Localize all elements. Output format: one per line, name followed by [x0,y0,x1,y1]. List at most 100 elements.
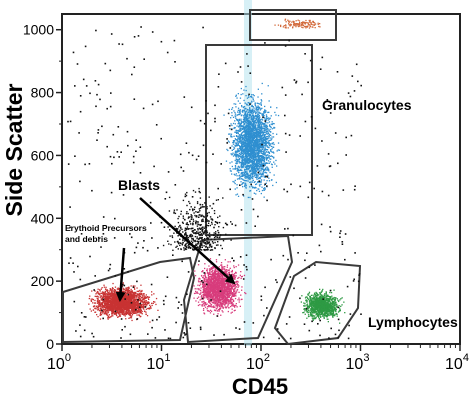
data-point [239,130,241,132]
data-point [137,290,140,293]
data-point [101,312,103,314]
data-point [107,316,110,318]
data-point [211,289,213,292]
data-point [223,299,225,301]
data-point [151,294,153,296]
data-point [214,277,217,279]
data-point [208,276,210,278]
data-point [220,279,222,281]
data-point [228,272,230,274]
data-point [139,309,141,312]
data-point [125,287,127,289]
data-point [101,287,103,289]
data-point [262,140,265,142]
data-point [113,301,115,303]
data-point [206,282,208,284]
data-point [117,302,119,304]
data-point [207,281,210,283]
data-point [202,270,204,272]
data-point [272,132,274,135]
data-point [222,303,224,305]
data-point [212,284,215,286]
data-point [215,288,217,290]
data-point [116,310,118,312]
data-point [226,294,228,296]
data-point [211,296,213,298]
data-point [217,313,219,315]
data-point [212,279,214,281]
data-point [122,302,125,304]
data-point [252,186,254,188]
data-point [217,298,219,300]
data-point [213,279,216,281]
data-point [243,113,246,115]
data-point [122,287,124,289]
data-point [137,310,139,312]
data-point [267,85,269,87]
data-point [199,278,201,280]
data-point [137,304,139,306]
data-point [88,303,90,305]
data-point [236,187,238,189]
data-point [250,94,253,96]
data-point [224,304,226,306]
data-point [212,282,214,285]
data-point [268,135,270,137]
data-point [209,296,211,298]
data-point [137,302,139,305]
data-point [205,294,207,296]
data-point [125,301,127,303]
data-point [217,273,219,275]
data-point [125,302,128,304]
data-point [199,299,201,301]
data-point [111,313,113,315]
data-point [217,279,219,281]
data-point [239,305,241,307]
data-point [139,315,141,317]
data-point [243,126,246,128]
data-point [241,286,243,288]
data-point [146,304,148,306]
data-point [234,297,237,300]
data-point [145,311,147,313]
data-point [203,300,205,302]
data-point [232,303,234,305]
data-point [140,309,143,311]
data-point [233,283,236,285]
data-point [94,302,97,304]
data-point [134,299,136,301]
data-point [101,304,103,306]
data-point [208,279,211,281]
gates-layer [62,9,362,346]
data-point [256,115,259,117]
data-point [221,296,223,298]
data-point [248,119,250,121]
data-point [127,295,129,297]
data-point [112,307,114,309]
data-point [241,134,243,137]
data-point [229,299,231,302]
data-point [110,307,112,309]
data-point [101,306,103,308]
data-point [234,278,236,280]
data-point [142,307,144,310]
data-point [256,128,258,130]
data-point [224,303,227,305]
data-point [130,298,132,301]
data-point [200,291,202,293]
data-point [200,298,202,300]
data-point [250,174,252,176]
data-point [220,262,223,264]
data-point [151,302,153,304]
data-point [199,281,202,283]
data-point [115,312,117,315]
data-point [111,305,113,308]
data-point [117,316,119,318]
data-point [256,161,258,163]
data-point [144,300,146,302]
data-point [134,291,136,294]
data-point [205,293,207,295]
data-point [97,298,99,300]
data-point [145,302,147,304]
data-point [222,284,224,286]
